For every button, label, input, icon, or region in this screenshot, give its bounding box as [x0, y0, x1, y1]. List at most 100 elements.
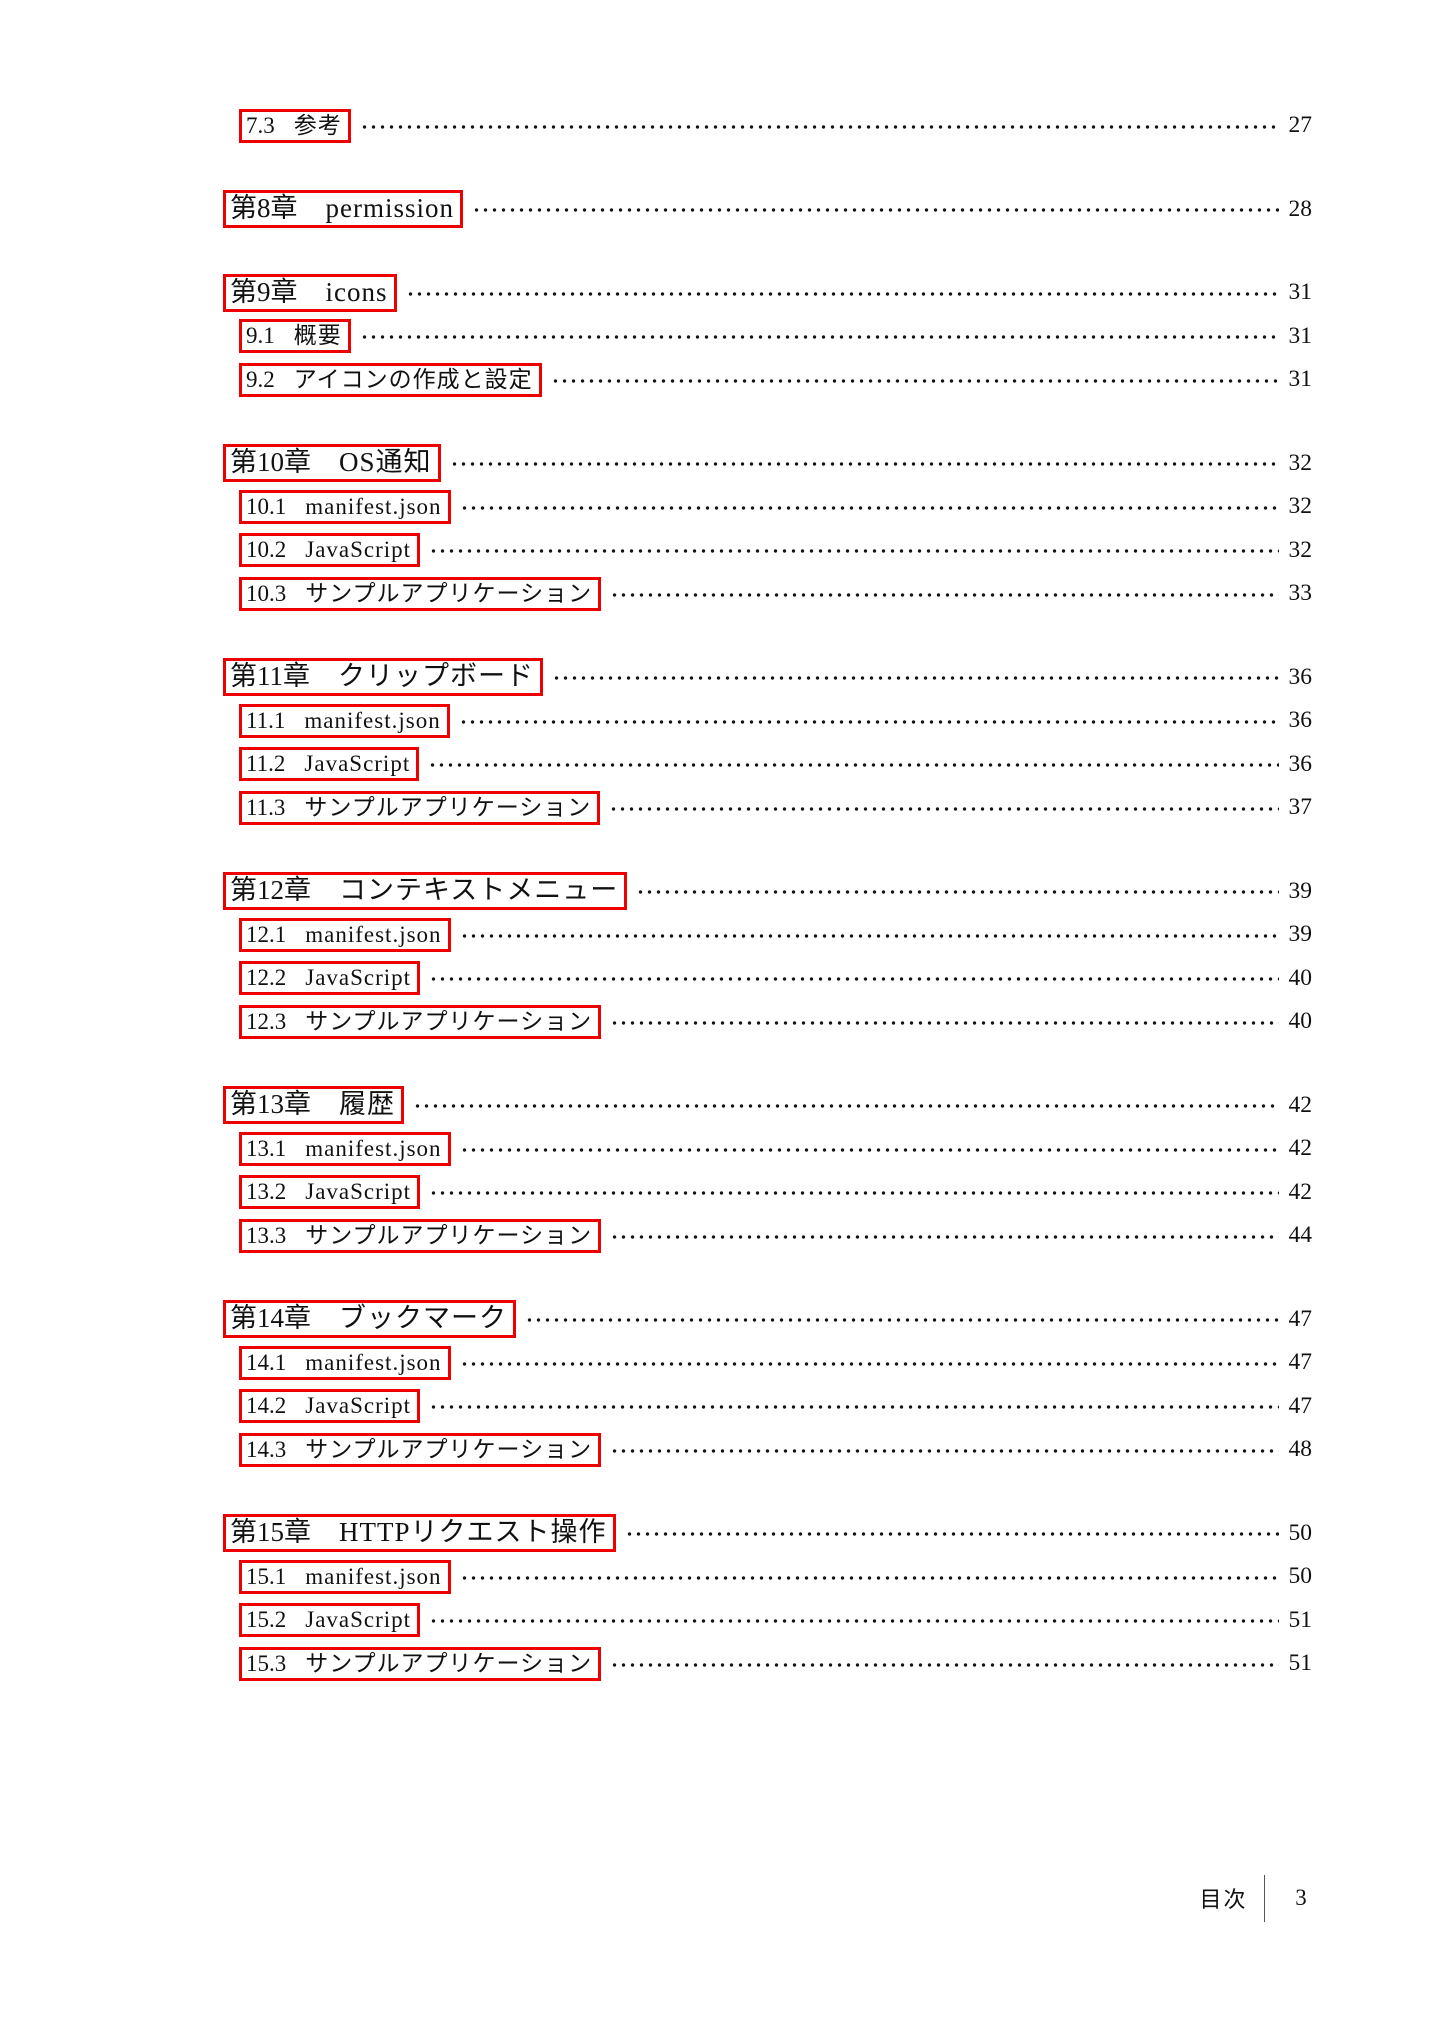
- toc-block: 7.3 参考 27: [223, 104, 1312, 148]
- toc-block: 第12章 コンテキストメニュー 39 12.1 manifest.json 39 12.2 J…: [223, 870, 1312, 1044]
- toc-section-link[interactable]: 15.1 manifest.json: [239, 1559, 451, 1594]
- dot-leader: [457, 1143, 1279, 1156]
- toc-section-link[interactable]: 13.3 サンプルアプリケーション: [239, 1218, 602, 1253]
- toc-section-link[interactable]: 14.1 manifest.json: [239, 1345, 451, 1380]
- toc-row: 11.1 manifest.json 36: [223, 699, 1312, 743]
- toc-section-link[interactable]: 15.3 サンプルアプリケーション: [239, 1646, 602, 1681]
- toc-entry-title: manifest.json: [305, 1563, 442, 1589]
- toc-chapter-link[interactable]: 第15章 HTTPリクエスト操作: [223, 1514, 616, 1553]
- toc-section-link[interactable]: 12.2 JavaScript: [239, 961, 421, 996]
- toc-section-link[interactable]: 10.3 サンプルアプリケーション: [239, 576, 602, 611]
- dot-leader: [427, 1187, 1279, 1200]
- toc-entry-title: ブックマーク: [339, 1303, 507, 1334]
- toc-entry-title: サンプルアプリケーション: [305, 1650, 593, 1676]
- dot-leader: [357, 120, 1279, 133]
- toc-block: 第8章 permission 28: [223, 188, 1312, 232]
- page-number: 42: [1288, 1091, 1313, 1118]
- toc-chapter-link[interactable]: 第12章 コンテキストメニュー: [223, 872, 628, 911]
- page-number: 31: [1288, 279, 1313, 306]
- toc-section-link[interactable]: 14.2 JavaScript: [239, 1389, 421, 1424]
- page-number: 36: [1288, 750, 1313, 777]
- dot-leader: [608, 1230, 1279, 1243]
- toc-section-link[interactable]: 13.1 manifest.json: [239, 1131, 451, 1166]
- toc-section-link[interactable]: 15.2 JavaScript: [239, 1603, 421, 1638]
- page-number: 40: [1288, 964, 1313, 991]
- toc-entry-number: 14.1: [246, 1349, 287, 1375]
- toc-entry-number: 15.1: [246, 1563, 287, 1589]
- dot-leader: [608, 1658, 1279, 1671]
- toc-block: 第15章 HTTPリクエスト操作 50 15.1 manifest.json 50 15.2…: [223, 1512, 1312, 1686]
- page-number: 47: [1288, 1349, 1313, 1376]
- dot-leader: [470, 204, 1279, 217]
- toc-row: 14.1 manifest.json 47: [223, 1341, 1312, 1385]
- toc-section-link[interactable]: 11.1 manifest.json: [239, 703, 450, 738]
- toc-chapter-link[interactable]: 第10章 OS通知: [223, 444, 441, 483]
- page-number: 42: [1288, 1135, 1313, 1162]
- toc-entry-title: JavaScript: [304, 751, 411, 777]
- toc-chapter-link[interactable]: 第9章 icons: [223, 273, 397, 312]
- toc-entry-number: 15.3: [246, 1650, 287, 1676]
- toc-block: 第9章 icons 31 9.1 概要 31 9.2 アイコンの作成と設定 31: [223, 271, 1312, 402]
- toc-entry-number: 13.2: [246, 1179, 287, 1205]
- toc-row: 15.1 manifest.json 50: [223, 1555, 1312, 1599]
- toc-row: 第8章 permission 28: [223, 188, 1312, 232]
- toc-chapter-link[interactable]: 第14章 ブックマーク: [223, 1300, 516, 1339]
- toc-chapter-link[interactable]: 第13章 履歴: [223, 1086, 404, 1125]
- toc-entry-title: JavaScript: [305, 1393, 412, 1419]
- footer-divider: [1263, 1874, 1265, 1922]
- page-number: 33: [1288, 580, 1313, 607]
- toc-section-link[interactable]: 9.1 概要: [239, 319, 351, 354]
- toc-entry-title: サンプルアプリケーション: [304, 794, 592, 820]
- toc-section-link[interactable]: 9.2 アイコンの作成と設定: [239, 362, 542, 397]
- dot-leader: [457, 1571, 1279, 1584]
- page-number: 50: [1288, 1519, 1313, 1546]
- toc-entry-title: 参考: [293, 112, 342, 138]
- page-number: 27: [1288, 112, 1313, 139]
- toc-row: 14.2 JavaScript 47: [223, 1385, 1312, 1429]
- toc-entry-title: 概要: [293, 323, 342, 349]
- page-number: 47: [1288, 1305, 1313, 1332]
- toc-section-link[interactable]: 12.1 manifest.json: [239, 917, 451, 952]
- toc-chapter-link[interactable]: 第11章 クリップボード: [223, 658, 543, 697]
- toc-entry-number: 14.2: [246, 1393, 287, 1419]
- toc-entry-number: 11.3: [246, 794, 286, 820]
- toc-entry-title: 履歴: [339, 1089, 395, 1120]
- toc-section-link[interactable]: 7.3 参考: [239, 108, 351, 143]
- toc-row: 第14章 ブックマーク 47: [223, 1298, 1312, 1342]
- page-number: 28: [1288, 195, 1313, 222]
- toc-section-link[interactable]: 13.2 JavaScript: [239, 1175, 421, 1210]
- toc-section-link[interactable]: 14.3 サンプルアプリケーション: [239, 1432, 602, 1467]
- dot-leader: [548, 374, 1279, 387]
- toc-row: 15.2 JavaScript 51: [223, 1599, 1312, 1643]
- toc-entry-title: アイコンの作成と設定: [293, 366, 533, 392]
- toc-entry-title: コンテキストメニュー: [339, 875, 619, 906]
- toc-entry-number: 10.2: [246, 537, 287, 563]
- toc-entry-number: 第15章: [230, 1517, 311, 1548]
- page-number: 51: [1288, 1606, 1313, 1633]
- page-number: 32: [1288, 536, 1313, 563]
- toc-entry-number: 11.1: [246, 707, 286, 733]
- toc-row: 12.3 サンプルアプリケーション 40: [223, 1000, 1312, 1044]
- toc-entry-number: 13.1: [246, 1135, 287, 1161]
- toc-entry-title: icons: [325, 276, 388, 307]
- toc-entry-title: JavaScript: [305, 1179, 412, 1205]
- toc-section-link[interactable]: 10.2 JavaScript: [239, 533, 421, 568]
- toc-entry-number: 14.3: [246, 1436, 287, 1462]
- toc-entry-number: 7.3: [246, 112, 275, 138]
- toc-chapter-link[interactable]: 第8章 permission: [223, 190, 463, 229]
- toc-row: 9.2 アイコンの作成と設定 31: [223, 358, 1312, 402]
- page-number: 47: [1288, 1392, 1313, 1419]
- dot-leader: [357, 331, 1279, 344]
- toc-section-link[interactable]: 11.3 サンプルアプリケーション: [239, 790, 601, 825]
- dot-leader: [550, 672, 1279, 685]
- dot-leader: [607, 802, 1279, 815]
- toc-section-link[interactable]: 12.3 サンプルアプリケーション: [239, 1004, 602, 1039]
- toc-section-link[interactable]: 11.2 JavaScript: [239, 747, 420, 782]
- page-number: 42: [1288, 1178, 1313, 1205]
- toc-entry-title: permission: [325, 193, 454, 224]
- dot-leader: [608, 1016, 1279, 1029]
- dot-leader: [457, 1357, 1279, 1370]
- toc-section-link[interactable]: 10.1 manifest.json: [239, 489, 451, 524]
- toc-block: 第11章 クリップボード 36 11.1 manifest.json 36 11.2 Java…: [223, 656, 1312, 830]
- toc-entry-title: サンプルアプリケーション: [305, 1436, 593, 1462]
